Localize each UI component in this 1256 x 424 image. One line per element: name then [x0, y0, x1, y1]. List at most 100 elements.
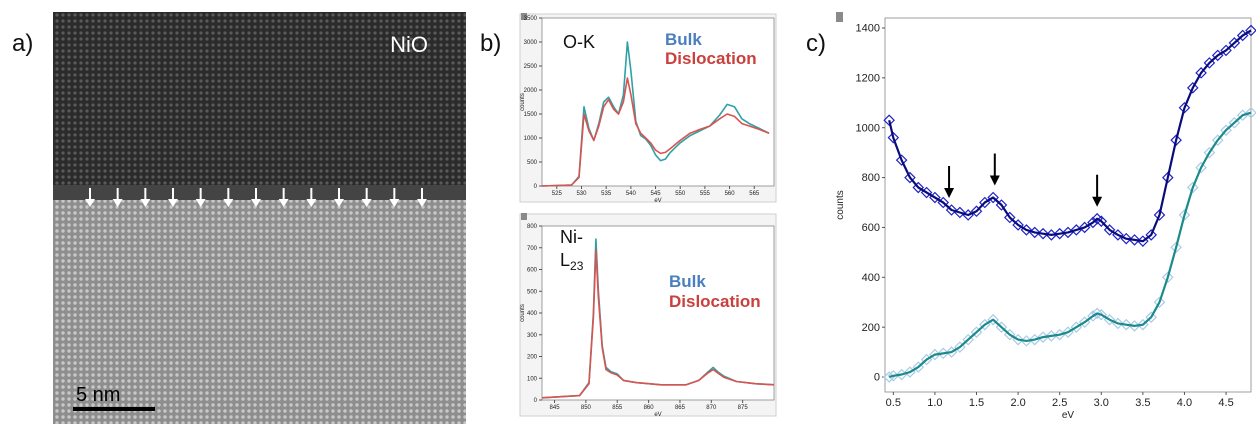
y-axis-label: counts [520, 93, 526, 111]
y-tick-label: 1400 [856, 23, 880, 35]
nil-legend-bulk: Bulk [669, 272, 706, 291]
data-point-upper [887, 131, 900, 144]
data-point-upper [1153, 209, 1166, 221]
data-point-lower [1186, 181, 1199, 194]
data-point-upper [1062, 226, 1074, 239]
dislocation-arrow-head [223, 199, 234, 207]
y-tick-label: 600 [862, 222, 880, 234]
y-tick-label: 800 [527, 224, 538, 230]
y-tick-label: 3500 [524, 16, 538, 22]
y-tick-label: 0 [534, 184, 538, 190]
low-loss-plot: 0.5 1.0 1.5 2.0 2.5 3.0 3.5 4.0 4.5 0 200 400 600 800… [835, 12, 1256, 421]
nil-edge-chart: 845 850 855 860 865 870 875 0 100 200 300 400 500 600… [520, 224, 775, 418]
dislocation-arrow-head [334, 199, 344, 207]
data-point-upper [962, 209, 974, 221]
x-tick-label: 1.5 [969, 397, 984, 409]
data-point-upper [1120, 232, 1133, 245]
y-tick-label: 500 [527, 160, 538, 166]
nil-legend-dislocation: Dislocation [669, 292, 761, 311]
data-point-lower [895, 368, 908, 381]
y-tick-label: 300 [527, 333, 538, 339]
x-tick-label: 3.5 [1135, 397, 1150, 409]
material-label: NiO [390, 32, 428, 57]
data-point-upper [954, 206, 966, 219]
y-tick-label: 400 [862, 272, 880, 284]
y-axis-label: counts [835, 190, 846, 219]
ok-legend-dislocation: Dislocation [665, 49, 757, 68]
data-point-lower [1037, 331, 1049, 343]
y-tick-label: 0 [874, 372, 880, 384]
dislocation-arrow-head [85, 199, 95, 207]
data-point-upper [895, 154, 908, 166]
data-point-lower [1245, 106, 1256, 119]
data-point-lower [1020, 335, 1033, 347]
data-point-upper [1070, 224, 1083, 236]
x-tick-label: 565 [749, 191, 760, 197]
ok-legend-bulk: Bulk [665, 30, 702, 49]
y-tick-label: 1000 [856, 122, 880, 134]
y-tick-label: 400 [527, 311, 538, 317]
feature-arrow-head [944, 187, 955, 198]
x-tick-label: 550 [675, 191, 686, 197]
dislocation-arrow-head [361, 199, 372, 207]
data-point-lower [1028, 333, 1041, 346]
series-line-lower [888, 111, 1252, 379]
data-point-upper [1045, 229, 1058, 241]
x-tick-label: 845 [550, 405, 561, 411]
x-tick-label: 860 [644, 405, 655, 411]
y-tick-label: 200 [527, 355, 538, 361]
data-point-upper [1128, 234, 1141, 246]
dislocation-arrow-head [306, 199, 317, 207]
nil-edge-plot: 845 850 855 860 865 870 875 0 100 200 300 400 500 600… [519, 213, 777, 418]
micrograph-bottom-region [53, 200, 466, 424]
y-tick-label: 1500 [524, 112, 538, 118]
dislocation-arrow-head [278, 199, 289, 207]
dislocation-arrow-head [112, 199, 123, 207]
y-tick-label: 100 [527, 376, 538, 382]
scalebar-label: 5 nm [76, 384, 120, 406]
data-point-lower [1162, 271, 1174, 284]
x-tick-label: 530 [576, 191, 587, 197]
series-line-dislocation [541, 249, 775, 399]
x-tick-label: 555 [700, 191, 711, 197]
y-tick-label: 700 [527, 246, 538, 252]
x-tick-label: 525 [552, 191, 563, 197]
panel-b-label: b) [480, 30, 502, 57]
low-loss-chart: 0.5 1.0 1.5 2.0 2.5 3.0 3.5 4.0 4.5 0 200 400 600 800… [835, 17, 1256, 421]
plot-area [541, 225, 775, 401]
micrograph-interface-band [53, 185, 466, 203]
nil-window-marker [521, 213, 527, 220]
micrograph-panel: NiO 5 nm [53, 12, 466, 424]
y-tick-label: 600 [527, 268, 538, 274]
x-axis-label: eV [654, 198, 661, 204]
y-tick-label: 3000 [524, 40, 538, 46]
x-tick-label: 870 [706, 405, 717, 411]
data-point-upper [1162, 171, 1174, 184]
ok-window-marker [521, 13, 527, 20]
y-tick-label: 200 [862, 322, 880, 334]
dislocation-arrow-head [195, 199, 206, 207]
x-tick-label: 0.5 [886, 397, 901, 409]
data-point-lower [1120, 318, 1133, 331]
x-tick-label: 2.0 [1010, 397, 1025, 409]
feature-arrow-head [1092, 196, 1103, 207]
y-tick-label: 2000 [524, 88, 538, 94]
y-tick-label: 800 [862, 172, 880, 184]
y-tick-label: 1200 [856, 73, 880, 85]
x-tick-label: 1.0 [927, 397, 942, 409]
micrograph-top-region [53, 12, 466, 196]
x-tick-label: 875 [738, 405, 749, 411]
x-axis-label: eV [654, 412, 661, 418]
x-tick-label: 865 [675, 405, 686, 411]
ok-edge-plot: 525 530 535 540 545 550 555 560 565 0 500 1000 1500 2… [519, 13, 777, 204]
data-point-upper [883, 114, 895, 127]
y-axis-label: counts [520, 304, 526, 322]
data-point-upper [1170, 134, 1182, 146]
y-tick-label: 2500 [524, 64, 538, 70]
data-point-upper [1028, 226, 1041, 239]
data-point-lower [1178, 209, 1191, 221]
data-point-lower [1128, 320, 1141, 332]
panel-a-label: a) [12, 30, 34, 57]
data-point-lower [1170, 241, 1182, 254]
